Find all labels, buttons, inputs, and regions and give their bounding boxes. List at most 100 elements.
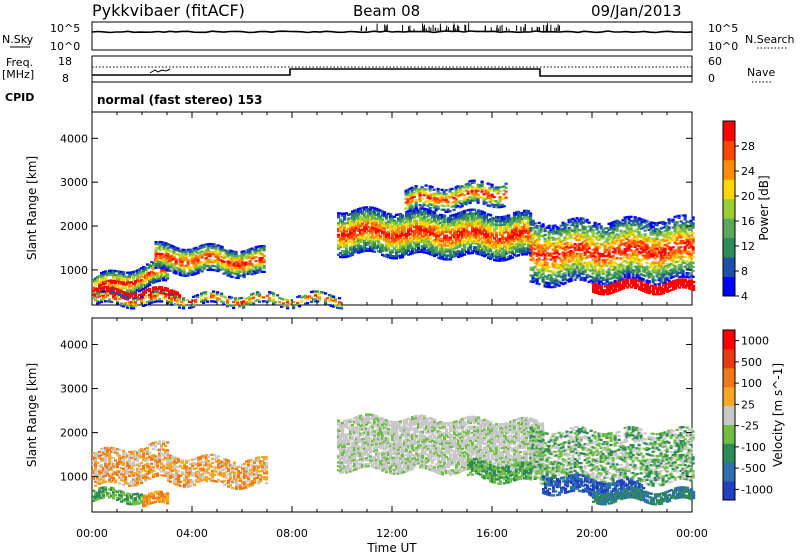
range-gate-cell: [433, 250, 437, 254]
range-gate-cell: [413, 221, 417, 225]
range-gate-cell: [190, 254, 194, 257]
range-gate-cell: [188, 272, 192, 275]
range-gate-cell: [492, 195, 496, 199]
range-gate-cell: [178, 257, 182, 261]
range-gate-cell: [583, 241, 587, 245]
range-gate-cell: [112, 279, 116, 282]
range-gate-cell: [488, 195, 492, 198]
range-gate-cell: [425, 224, 429, 227]
range-gate-cell: [180, 274, 184, 277]
range-gate-cell: [499, 255, 503, 258]
range-gate-cell: [405, 236, 409, 239]
range-gate-cell: [160, 266, 164, 270]
range-gate-cell: [154, 250, 158, 254]
range-gate-cell: [242, 250, 246, 253]
range-gate-cell: [208, 242, 212, 246]
range-gate-cell: [178, 273, 182, 276]
range-gate-cell: [339, 242, 343, 245]
range-gate-cell: [533, 242, 537, 245]
range-gate-cell: [523, 213, 527, 216]
range-gate-cell: [687, 234, 691, 238]
range-gate-cell: [632, 278, 636, 281]
range-gate-cell: [543, 257, 547, 260]
range-gate-cell: [567, 234, 571, 238]
range-gate-cell: [423, 209, 427, 212]
range-gate-cell: [483, 253, 487, 256]
range-gate-cell: [511, 246, 515, 249]
range-gate-cell: [596, 288, 600, 291]
range-gate-cell: [521, 213, 525, 217]
range-gate-cell: [491, 240, 495, 243]
range-gate-cell: [673, 265, 677, 268]
range-gate-cell: [192, 247, 196, 250]
nsky-line: [91, 30, 693, 34]
range-gate-cell: [611, 264, 615, 267]
range-gate-cell: [487, 256, 491, 259]
range-gate-cell: [479, 221, 483, 225]
range-gate-cell: [146, 283, 150, 286]
range-gate-cell: [657, 265, 661, 268]
range-gate-cell: [589, 253, 593, 257]
range-gate-cell: [488, 204, 492, 208]
range-gate-cell: [613, 248, 617, 251]
range-gate-cell: [595, 259, 599, 263]
range-gate-cell: [547, 240, 551, 243]
range-gate-cell: [535, 242, 539, 246]
range-gate-cell: [511, 248, 515, 251]
range-gate-cell: [391, 241, 395, 244]
range-gate-cell: [375, 219, 379, 222]
range-gate-cell: [442, 198, 446, 202]
range-gate-cell: [166, 289, 170, 292]
range-gate-cell: [682, 286, 686, 289]
range-gate-cell: [228, 271, 232, 274]
range-gate-cell: [485, 242, 489, 245]
range-gate-cell: [220, 249, 224, 253]
range-gate-cell: [401, 232, 405, 235]
range-gate-cell: [473, 234, 477, 237]
range-gate-cell: [525, 247, 529, 250]
range-gate-cell: [675, 270, 679, 273]
range-gate-cell: [100, 275, 104, 279]
range-gate-cell: [457, 218, 461, 221]
range-gate-cell: [551, 228, 555, 231]
range-gate-cell: [353, 237, 357, 240]
range-gate-cell: [188, 254, 192, 257]
range-gate-cell: [417, 229, 421, 232]
range-gate-cell: [677, 236, 681, 239]
range-gate-cell: [619, 279, 623, 282]
range-gate-cell: [547, 283, 551, 287]
range-gate-cell: [162, 275, 166, 278]
range-gate-cell: [405, 234, 409, 237]
range-gate-cell: [254, 271, 258, 275]
range-gate-cell: [420, 197, 424, 201]
range-gate-cell: [571, 257, 575, 260]
range-gate-cell: [600, 287, 604, 290]
range-gate-cell: [351, 226, 355, 229]
range-gate-cell: [533, 230, 537, 233]
range-gate-cell: [118, 274, 122, 277]
range-gate-cell: [164, 279, 168, 282]
range-gate-cell: [216, 260, 220, 263]
range-gate-cell: [687, 238, 691, 242]
range-gate-cell: [575, 252, 579, 255]
range-gate-cell: [609, 224, 613, 227]
range-gate-cell: [597, 254, 601, 257]
range-gate-cell: [423, 237, 427, 240]
range-gate-cell: [104, 280, 108, 283]
range-gate-cell: [611, 227, 615, 230]
range-gate-cell: [453, 225, 457, 228]
range-gate-cell: [379, 225, 383, 228]
range-gate-cell: [473, 222, 477, 225]
range-gate-cell: [381, 218, 385, 221]
range-gate-cell: [487, 254, 491, 258]
range-gate-cell: [461, 244, 465, 247]
range-gate-cell: [593, 261, 597, 264]
range-gate-cell: [256, 245, 260, 248]
range-gate-cell: [690, 288, 694, 291]
range-gate-cell: [379, 221, 383, 224]
range-gate-cell: [445, 238, 449, 241]
range-gate-cell: [521, 241, 525, 244]
range-gate-cell: [455, 217, 459, 220]
range-gate-cell: [657, 241, 661, 244]
range-gate-cell: [419, 213, 423, 216]
